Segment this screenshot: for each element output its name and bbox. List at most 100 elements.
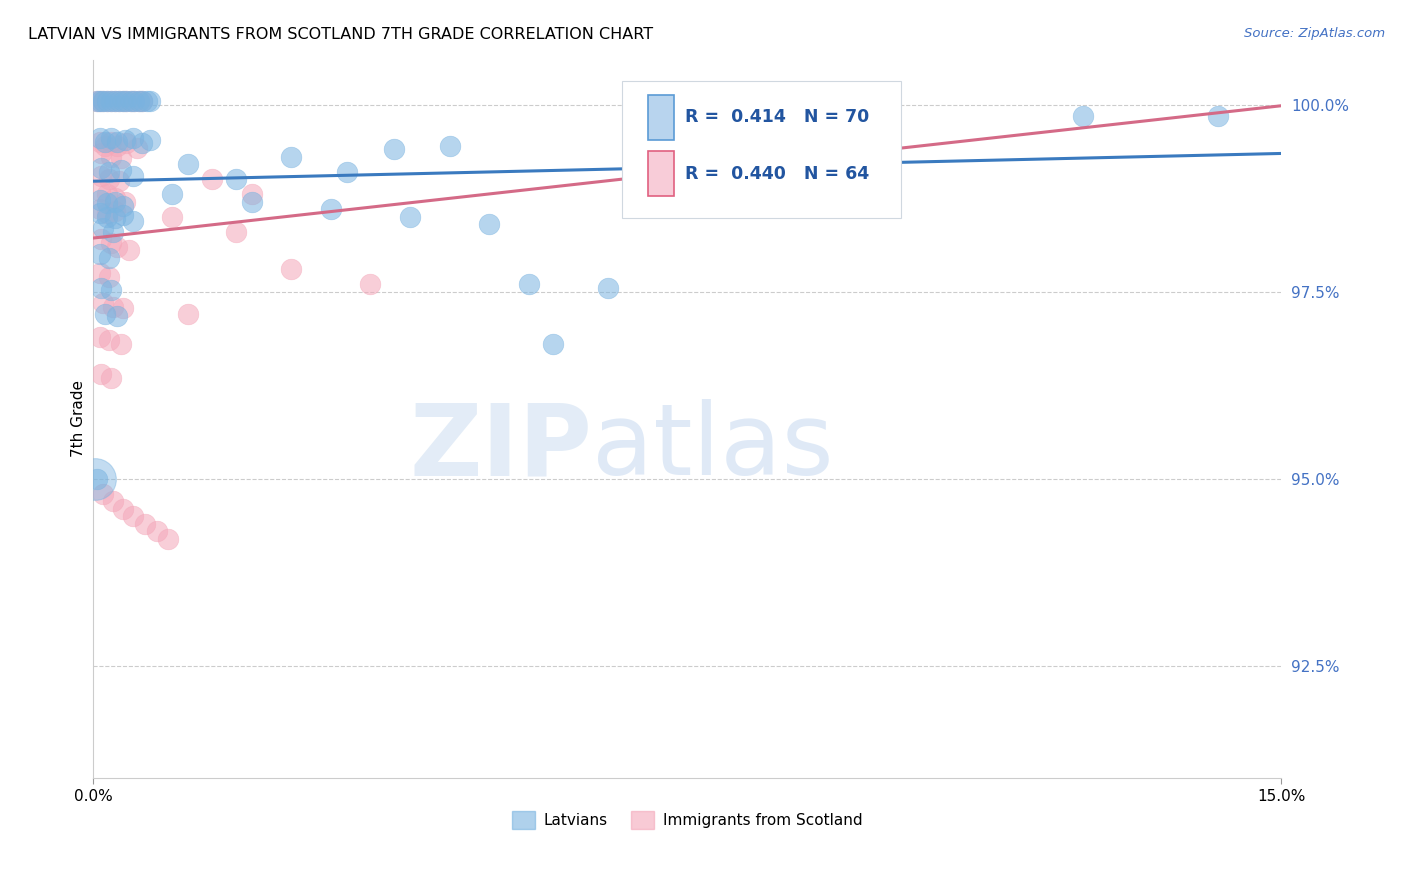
Text: Source: ZipAtlas.com: Source: ZipAtlas.com	[1244, 27, 1385, 40]
Point	[104, 94, 127, 108]
Point	[105, 135, 128, 149]
Point	[201, 172, 224, 186]
Point	[98, 172, 121, 186]
Point	[90, 367, 112, 381]
Point	[115, 94, 138, 108]
Point	[124, 94, 146, 108]
Point	[145, 524, 167, 539]
Point	[91, 94, 114, 108]
Point	[90, 146, 112, 161]
Point	[104, 194, 127, 209]
Point	[131, 94, 153, 108]
Point	[225, 225, 247, 239]
FancyBboxPatch shape	[648, 95, 673, 140]
Point	[104, 94, 127, 108]
Y-axis label: 7th Grade: 7th Grade	[72, 380, 86, 458]
Point	[399, 210, 422, 224]
Point	[108, 94, 131, 108]
Point	[139, 94, 162, 108]
Point	[91, 296, 114, 310]
Point	[89, 247, 111, 261]
Text: atlas: atlas	[592, 399, 834, 496]
Point	[96, 94, 118, 108]
Point	[128, 94, 150, 108]
Point	[177, 307, 200, 321]
Point	[101, 225, 124, 239]
Point	[104, 203, 127, 218]
Point	[121, 169, 143, 183]
Point	[240, 187, 263, 202]
Text: R =  0.414   N = 70: R = 0.414 N = 70	[685, 108, 869, 127]
Point	[83, 472, 105, 486]
Point	[90, 161, 112, 176]
Point	[100, 370, 122, 384]
Point	[91, 487, 114, 501]
Point	[89, 135, 111, 149]
Point	[112, 198, 135, 212]
Point	[100, 150, 122, 164]
Point	[114, 194, 136, 209]
Point	[98, 165, 121, 179]
Point	[96, 196, 118, 211]
Point	[112, 94, 135, 108]
Point	[112, 501, 135, 516]
Point	[121, 509, 143, 524]
Point	[115, 94, 138, 108]
Point	[100, 283, 122, 297]
Point	[439, 138, 461, 153]
Point	[89, 206, 111, 220]
Point	[124, 94, 146, 108]
Point	[319, 202, 342, 217]
Point	[105, 138, 128, 153]
Point	[110, 337, 132, 351]
Point	[121, 213, 143, 227]
Text: R =  0.440   N = 64: R = 0.440 N = 64	[685, 164, 869, 183]
Point	[89, 194, 111, 208]
Point	[596, 281, 619, 295]
Point	[105, 240, 128, 254]
Point	[676, 109, 699, 123]
Point	[834, 109, 856, 123]
Point	[96, 187, 118, 202]
Point	[225, 172, 247, 186]
Point	[90, 281, 112, 295]
Point	[90, 232, 112, 246]
Point	[94, 138, 117, 153]
Point	[98, 269, 121, 284]
Point	[101, 300, 124, 314]
Point	[108, 94, 131, 108]
Point	[112, 301, 135, 315]
Point	[105, 309, 128, 323]
Point	[96, 94, 118, 108]
Point	[136, 94, 159, 108]
Text: ZIP: ZIP	[409, 399, 592, 496]
Point	[89, 184, 111, 198]
Point	[89, 94, 111, 108]
Point	[382, 143, 405, 157]
Point	[517, 277, 540, 292]
Point	[107, 174, 129, 188]
Point	[100, 235, 122, 250]
Point	[98, 334, 121, 348]
Point	[755, 109, 778, 123]
Point	[1206, 109, 1229, 123]
Legend: Latvians, Immigrants from Scotland: Latvians, Immigrants from Scotland	[506, 805, 869, 835]
Point	[652, 109, 675, 123]
Point	[115, 136, 138, 151]
Point	[96, 206, 118, 220]
Point	[86, 94, 108, 108]
Point	[162, 210, 184, 224]
Point	[90, 169, 112, 183]
Point	[240, 194, 263, 209]
Point	[100, 135, 122, 149]
Point	[118, 244, 141, 258]
Point	[121, 131, 143, 145]
Point	[104, 191, 127, 205]
Point	[96, 210, 118, 224]
Point	[336, 165, 359, 179]
Point	[120, 94, 142, 108]
Point	[89, 202, 111, 217]
Point	[131, 136, 153, 151]
Point	[280, 262, 302, 277]
Point	[110, 163, 132, 178]
